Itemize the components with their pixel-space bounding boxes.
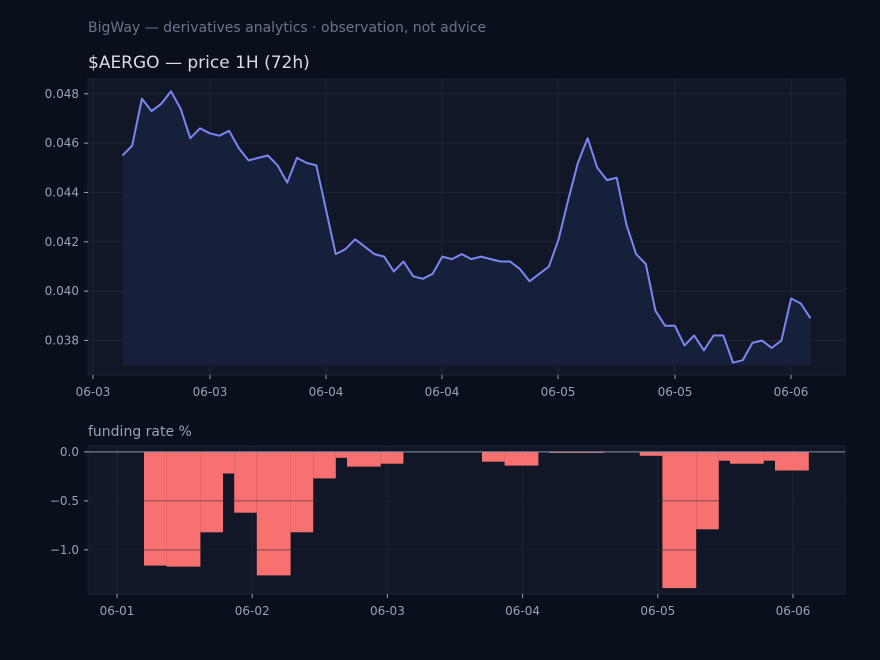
funding-bar: [696, 451, 719, 530]
funding-bar: [234, 451, 257, 513]
funding-bar: [549, 451, 604, 453]
funding-bar: [730, 451, 764, 464]
funding-bar: [200, 451, 223, 533]
price-x-tick-label: 06-03: [76, 385, 111, 399]
funding-y-tick-label: −0.5: [50, 494, 79, 508]
funding-bar: [662, 451, 697, 589]
funding-bar: [380, 451, 404, 464]
funding-bar: [335, 451, 347, 458]
price-y-tick-label: 0.046: [45, 136, 79, 150]
price-y-tick-label: 0.042: [45, 235, 79, 249]
funding-bar: [775, 451, 809, 471]
funding-x-tick-label: 06-03: [370, 604, 405, 618]
funding-bar: [144, 451, 167, 566]
funding-y-tick-label: 0.0: [60, 445, 79, 459]
price-x-tick-label: 06-03: [193, 385, 228, 399]
funding-bar: [166, 451, 201, 567]
funding-bar: [639, 451, 663, 456]
price-x-tick-label: 06-04: [425, 385, 460, 399]
funding-bar: [504, 451, 539, 466]
funding-panel: [87, 445, 846, 595]
funding-bar: [313, 451, 336, 479]
funding-chart-title: funding rate %: [88, 424, 192, 440]
funding-x-tick-label: 06-02: [235, 604, 270, 618]
funding-x-tick-label: 06-05: [640, 604, 675, 618]
funding-x-tick-label: 06-04: [505, 604, 540, 618]
price-chart-title: $AERGO — price 1H (72h): [88, 53, 310, 73]
price-x-tick-label: 06-04: [309, 385, 344, 399]
funding-bar: [223, 451, 235, 474]
price-panel: [87, 78, 846, 376]
price-area-fill: [122, 91, 811, 366]
price-x-tick-label: 06-05: [658, 385, 693, 399]
price-x-tick-label: 06-06: [774, 385, 809, 399]
price-y-tick-label: 0.040: [45, 284, 79, 298]
price-x-tick-label: 06-05: [541, 385, 576, 399]
funding-bar: [718, 451, 730, 461]
price-y-tick-label: 0.044: [45, 185, 79, 199]
funding-bar: [290, 451, 314, 533]
funding-bar: [482, 451, 505, 462]
funding-bar: [347, 451, 381, 467]
price-y-tick-label: 0.038: [45, 333, 79, 347]
page-header: BigWay — derivatives analytics · observa…: [88, 20, 487, 36]
funding-x-tick-label: 06-01: [100, 604, 135, 618]
funding-bar: [763, 451, 775, 461]
funding-x-tick-label: 06-06: [776, 604, 811, 618]
price-y-tick-label: 0.048: [45, 87, 79, 101]
funding-y-tick-label: −1.0: [50, 543, 79, 557]
funding-bar: [256, 451, 291, 576]
price-series-line: [121, 90, 812, 364]
